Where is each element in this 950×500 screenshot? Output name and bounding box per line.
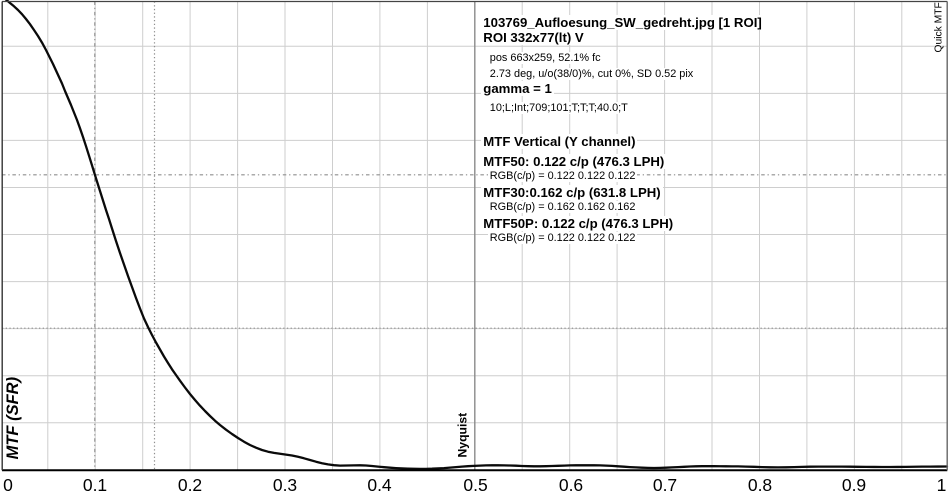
svg-text:MTF (SFR): MTF (SFR) — [4, 376, 22, 459]
svg-text:Quick MTF: Quick MTF — [934, 2, 945, 52]
svg-text:Nyquist: Nyquist — [456, 413, 470, 458]
